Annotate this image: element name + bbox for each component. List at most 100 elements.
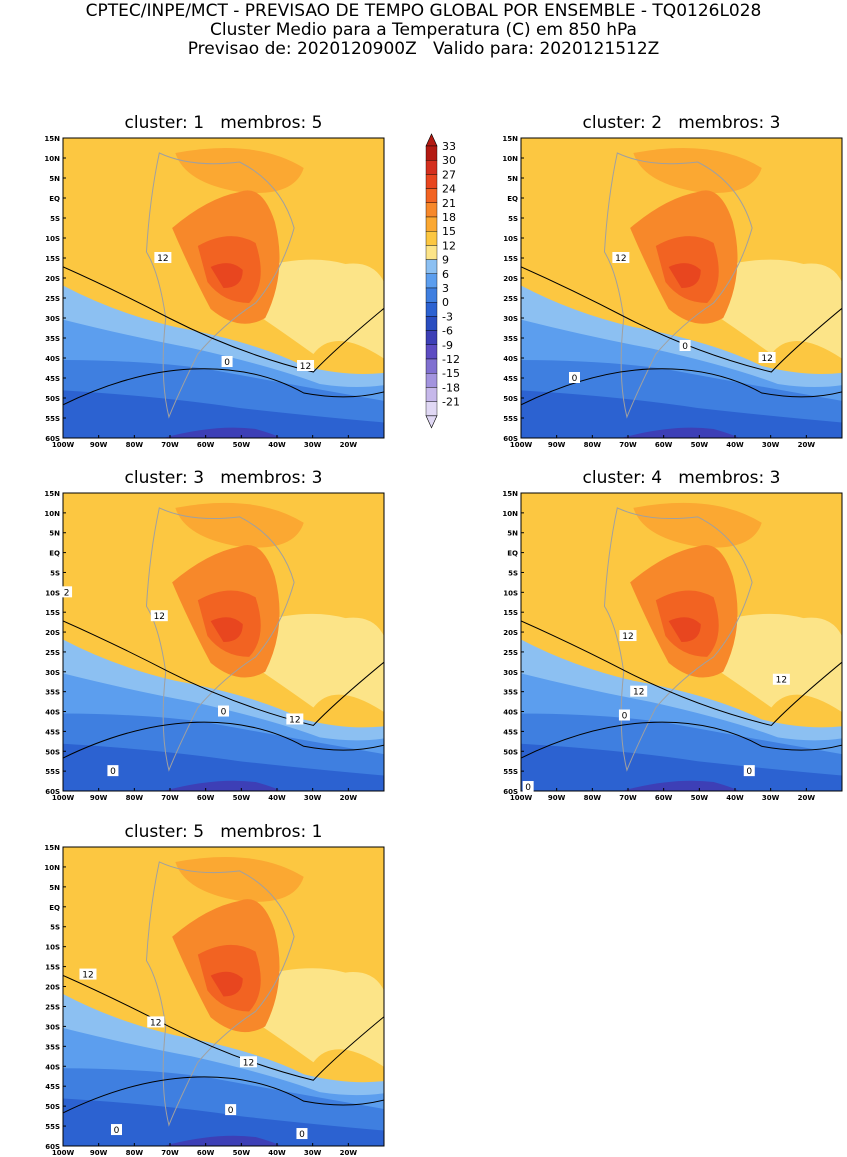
lon-label: 40W — [726, 794, 744, 802]
colorbar-label: 6 — [442, 268, 449, 281]
contour-label-box — [619, 630, 637, 642]
warm-patch — [175, 502, 304, 548]
colorbar-swatch — [425, 188, 438, 204]
contour-12 — [63, 620, 384, 726]
contour-label-box — [79, 968, 97, 980]
contour-label: 12 — [150, 1018, 161, 1028]
hot-core-27 — [210, 971, 243, 997]
lat-label: 10N — [502, 510, 518, 518]
lat-label: 5S — [508, 215, 518, 223]
hot-core-27 — [210, 263, 243, 288]
colorbar-swatch — [425, 387, 438, 402]
colorbar-label: 15 — [442, 225, 456, 238]
warm-patch — [175, 148, 304, 193]
lat-label: 60S — [45, 435, 60, 443]
lat-label: 15N — [44, 135, 60, 143]
contour-label-box — [225, 1104, 237, 1116]
lon-label: 70W — [161, 441, 179, 449]
colorbar-label: 24 — [442, 183, 456, 196]
lat-label: 35S — [503, 689, 518, 697]
lon-label: 90W — [548, 794, 566, 802]
lat-label: 55S — [503, 415, 518, 423]
panel-membros-label: membros: — [678, 113, 765, 133]
contour-label-box — [679, 340, 691, 351]
lat-label: 20S — [45, 275, 60, 283]
lat-label: 5S — [50, 215, 60, 223]
panel-title-3: cluster: 3 membros: 3 — [63, 469, 384, 487]
contour-label: 12 — [761, 354, 772, 364]
lat-label: 20S — [45, 984, 60, 992]
map-frame — [520, 137, 843, 439]
lat-label: EQ — [507, 550, 518, 558]
lon-label: 70W — [619, 441, 637, 449]
panel-membros-count: 3 — [769, 113, 781, 133]
lat-label: 55S — [45, 415, 60, 423]
lat-label: 10S — [45, 589, 60, 597]
lon-label: 100W — [510, 441, 533, 449]
coastline — [145, 152, 295, 419]
hot-core-27 — [668, 617, 701, 642]
lat-label: 10N — [44, 864, 60, 872]
temp-band-minus-6 — [163, 1135, 282, 1146]
contour-label-box — [569, 372, 580, 383]
lat-label: 35S — [45, 335, 60, 343]
contour-label: 0 — [622, 712, 628, 722]
colorbar-swatch — [425, 245, 438, 260]
temp-band-0 — [521, 390, 842, 438]
lat-label: 10S — [45, 944, 60, 952]
contour-label-box — [758, 352, 776, 363]
contour-label: 12 — [633, 688, 644, 698]
lon-label: 80W — [126, 441, 144, 449]
lat-label: EQ — [49, 904, 60, 912]
lon-label: 80W — [584, 441, 602, 449]
contour-label-box — [218, 705, 229, 717]
lat-label: 5N — [49, 175, 60, 183]
lat-label: 25S — [503, 649, 518, 657]
lon-label: 30W — [304, 1149, 322, 1157]
coastline — [145, 861, 295, 1127]
warm-patch — [633, 148, 762, 193]
lat-label: 55S — [45, 768, 60, 776]
map-frame — [62, 137, 385, 439]
lat-label: 30S — [45, 669, 60, 677]
panel-cluster-number: 4 — [651, 468, 663, 488]
panel-title-5: cluster: 5 membros: 1 — [63, 823, 384, 841]
lat-label: 50S — [45, 1103, 60, 1111]
temp-band-minus-6 — [163, 427, 282, 438]
contour-label-box — [61, 586, 73, 598]
lat-label: 30S — [45, 1023, 60, 1031]
lon-label: 90W — [90, 794, 108, 802]
panel-cluster-number: 2 — [651, 113, 663, 133]
lat-label: 60S — [45, 788, 60, 796]
lat-label: 10N — [44, 510, 60, 518]
contour-label-box — [297, 360, 315, 371]
lat-label: 5N — [49, 884, 60, 892]
contour-label: 12 — [776, 676, 787, 686]
contour-label-box — [111, 1124, 122, 1136]
contour-label: 12 — [154, 612, 165, 622]
lat-label: 55S — [45, 1123, 60, 1131]
colorbar-swatch — [425, 159, 438, 175]
lat-label: 40S — [45, 709, 60, 717]
contour-12 — [63, 266, 384, 373]
lat-label: 10S — [503, 235, 518, 243]
lon-label: 80W — [126, 794, 144, 802]
lon-label: 20W — [798, 441, 816, 449]
colorbar-top-arrow — [425, 133, 438, 147]
panel-cluster-label: cluster: — [582, 468, 646, 488]
lon-label: 50W — [691, 441, 709, 449]
contour-label-box — [221, 356, 233, 367]
contour-label: 12 — [300, 362, 311, 372]
lat-label: 15S — [503, 609, 518, 617]
lat-label: EQ — [49, 550, 60, 558]
colorbar-label: 9 — [442, 254, 449, 267]
map-panel-1: 15N 10N 5N EQ 5S 10S 15S 20S 25S 30S 35S 40S 45S 50S 5… — [44, 135, 385, 449]
colorbar-swatch — [425, 302, 438, 317]
lat-label: 5N — [507, 175, 518, 183]
contour-label: 12 — [622, 632, 633, 642]
contour-label: 12 — [615, 254, 626, 264]
lat-label: 40S — [503, 355, 518, 363]
lon-label: 20W — [340, 794, 358, 802]
